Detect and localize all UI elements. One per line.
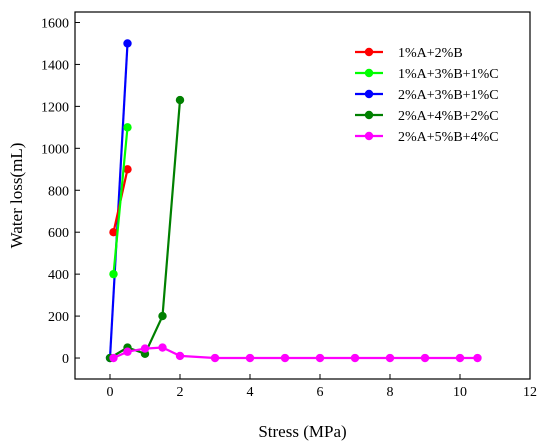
series-line [108, 43, 129, 359]
legend-label: 2%A+4%B+2%C [398, 109, 499, 124]
data-point [123, 39, 132, 48]
data-point [175, 351, 185, 361]
data-point [158, 311, 167, 321]
data-point [123, 347, 132, 356]
data-point [280, 353, 290, 363]
x-axis-label: Stress (MPa) [258, 422, 346, 441]
plot-frame [74, 11, 531, 380]
data-point [123, 165, 132, 174]
data-point [175, 95, 185, 105]
data-point [140, 344, 150, 353]
x-tick-label: 6 [317, 385, 324, 400]
legend-swatch-marker [364, 47, 374, 57]
y-tick-label: 1000 [41, 142, 69, 157]
series-5 [109, 343, 482, 363]
data-point [350, 353, 360, 363]
legend-swatch-marker [364, 131, 374, 141]
data-point [245, 353, 255, 363]
data-point [158, 343, 167, 352]
legend: 1%A+2%B 1%A+3%B+1%C 2%A+3%B+1%C 2%A+4%B+2%C… [355, 46, 499, 145]
y-tick-label: 600 [48, 226, 69, 241]
y-tick-label: 0 [62, 352, 69, 367]
y-tick-label: 800 [48, 184, 69, 199]
series-3 [105, 39, 132, 363]
data-point [473, 353, 482, 363]
y-axis-label: Water loss(mL) [7, 143, 26, 249]
y-tick-label: 200 [48, 310, 69, 325]
x-tick-label: 4 [247, 385, 254, 400]
data-point [420, 353, 430, 363]
legend-label: 1%A+2%B [398, 46, 463, 61]
x-tick-label: 10 [453, 385, 467, 400]
data-point [315, 353, 325, 363]
series-layer [105, 39, 482, 363]
data-point [210, 353, 220, 363]
x-tick-label: 0 [107, 385, 114, 400]
legend-item: 1%A+3%B+1%C [355, 67, 499, 82]
legend-swatch-marker [364, 68, 374, 78]
legend-item: 2%A+4%B+2%C [355, 109, 499, 124]
data-point [109, 228, 118, 237]
y-tick-label: 1400 [41, 58, 69, 73]
legend-label: 2%A+5%B+4%C [398, 130, 499, 145]
legend-label: 2%A+3%B+1%C [398, 88, 499, 103]
series-4 [105, 95, 185, 363]
y-tick-label: 1600 [41, 16, 69, 31]
axis-ticks: 0 2 4 6 8 10 12 0 200 400 600 800 1000 1200 1400 1600 [41, 16, 537, 400]
legend-swatch-marker [364, 89, 374, 99]
y-tick-label: 1200 [41, 100, 69, 115]
legend-label: 1%A+3%B+1%C [398, 67, 499, 82]
legend-item: 2%A+5%B+4%C [355, 130, 499, 145]
y-tick-label: 400 [48, 268, 69, 283]
data-point [385, 353, 395, 363]
legend-item: 1%A+2%B [355, 46, 463, 61]
legend-item: 2%A+3%B+1%C [355, 88, 499, 103]
x-tick-label: 12 [523, 385, 537, 400]
legend-swatch-marker [364, 110, 374, 120]
data-point [455, 353, 465, 363]
x-tick-label: 8 [387, 385, 394, 400]
x-tick-label: 2 [177, 385, 184, 400]
data-point [123, 123, 132, 132]
data-point [109, 269, 118, 279]
series-line [109, 100, 182, 359]
series-2 [109, 123, 132, 279]
data-point [109, 353, 118, 363]
series-line [112, 127, 129, 275]
